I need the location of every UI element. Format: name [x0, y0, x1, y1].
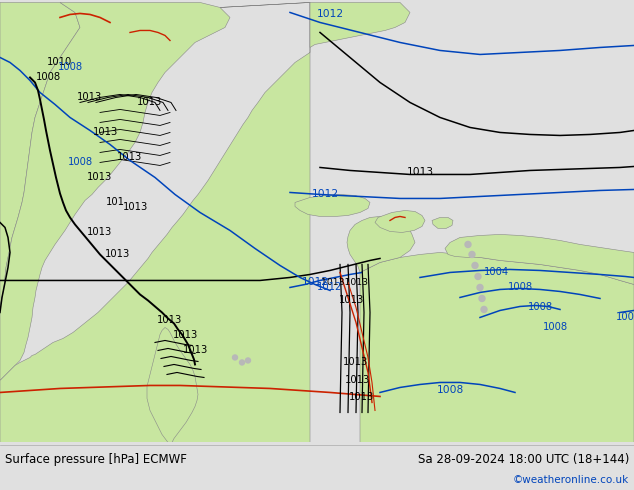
- Text: 1013: 1013: [183, 345, 207, 355]
- Polygon shape: [375, 211, 425, 232]
- Text: 1004: 1004: [484, 268, 508, 277]
- Text: 1008: 1008: [527, 302, 553, 313]
- Polygon shape: [445, 234, 634, 285]
- Circle shape: [469, 251, 475, 257]
- Circle shape: [475, 273, 481, 279]
- Text: 1013: 1013: [346, 375, 371, 386]
- Polygon shape: [0, 2, 80, 307]
- Text: 1013: 1013: [87, 227, 113, 238]
- Text: 1008: 1008: [67, 157, 93, 168]
- Text: 1010: 1010: [48, 57, 73, 68]
- Text: 1012: 1012: [316, 9, 344, 20]
- Text: 1008: 1008: [36, 73, 61, 82]
- Circle shape: [479, 295, 485, 301]
- Text: 1013: 1013: [342, 358, 368, 368]
- Text: 1013: 1013: [157, 316, 183, 325]
- Polygon shape: [147, 327, 198, 442]
- Text: 1012: 1012: [311, 190, 339, 199]
- Polygon shape: [0, 2, 310, 442]
- Text: 1013: 1013: [87, 172, 113, 182]
- Polygon shape: [347, 217, 415, 272]
- Circle shape: [245, 358, 250, 363]
- Polygon shape: [0, 2, 230, 380]
- Circle shape: [472, 263, 478, 269]
- Text: 1008: 1008: [543, 322, 567, 332]
- Circle shape: [465, 242, 471, 247]
- Text: 100: 100: [616, 313, 634, 322]
- Text: 1008: 1008: [507, 282, 533, 293]
- Text: 1008: 1008: [436, 386, 463, 395]
- Circle shape: [477, 285, 483, 291]
- Text: 1008: 1008: [58, 62, 82, 73]
- Text: 1013: 1013: [77, 93, 103, 102]
- Polygon shape: [310, 2, 410, 48]
- Text: 1013: 1013: [406, 168, 434, 177]
- Text: 1013: 1013: [172, 330, 198, 341]
- Text: 1013: 1013: [122, 202, 148, 213]
- Text: Sa 28-09-2024 18:00 UTC (18+144): Sa 28-09-2024 18:00 UTC (18+144): [418, 453, 629, 466]
- Polygon shape: [295, 195, 370, 217]
- Polygon shape: [432, 218, 453, 228]
- Text: 1012: 1012: [317, 282, 343, 293]
- Text: 101: 101: [105, 197, 124, 207]
- Text: Surface pressure [hPa] ECMWF: Surface pressure [hPa] ECMWF: [5, 453, 187, 466]
- Text: 1013: 1013: [349, 392, 375, 402]
- Text: 1013: 1013: [339, 295, 365, 305]
- Circle shape: [481, 306, 487, 313]
- Text: 1012: 1012: [301, 277, 328, 288]
- Text: 1013: 1013: [138, 98, 163, 107]
- Text: 1013: 1013: [93, 127, 118, 138]
- Circle shape: [240, 360, 245, 365]
- Text: ©weatheronline.co.uk: ©weatheronline.co.uk: [513, 475, 629, 485]
- Text: 10131013: 10131013: [321, 278, 368, 287]
- Circle shape: [233, 355, 238, 360]
- Polygon shape: [360, 252, 634, 442]
- Text: 1013: 1013: [117, 152, 143, 163]
- Text: 1013: 1013: [105, 249, 131, 260]
